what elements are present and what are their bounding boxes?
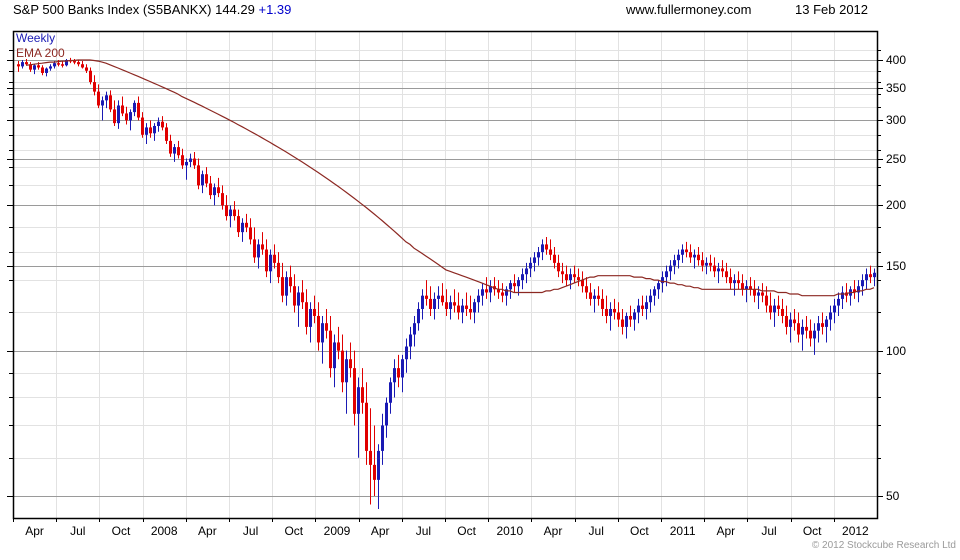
x-axis-tick-label: Oct <box>630 524 649 538</box>
legend-ema-200: EMA 200 <box>16 46 65 60</box>
x-axis-tick-label: Jul <box>242 524 259 538</box>
x-axis-tick-label: Oct <box>802 524 822 538</box>
x-axis-tick-label: 2012 <box>842 524 869 538</box>
y-axis-tick-label: 200 <box>886 198 907 213</box>
x-axis-tick-label: Jul <box>415 524 432 538</box>
plot-frame <box>12 30 879 520</box>
x-axis-tick-label: Oct <box>111 524 131 538</box>
x-axis-tick-label: 2010 <box>496 524 524 538</box>
x-axis-tick-label: Apr <box>370 524 390 538</box>
x-axis-tick-label: Oct <box>457 524 476 538</box>
x-axis-tick-label: Apr <box>716 524 736 538</box>
chart-change-value: +1.39 <box>258 2 292 17</box>
x-axis-tick-label: Jul <box>588 524 604 538</box>
y-axis-tick-label: 350 <box>886 80 907 95</box>
x-axis-tick-label: Apr <box>198 524 217 538</box>
y-axis-tick-label: 50 <box>886 489 900 503</box>
x-axis-tick-label: Oct <box>284 524 304 538</box>
copyright-notice: © 2012 Stockcube Research Ltd <box>811 540 956 551</box>
major-gridlines <box>13 60 877 497</box>
x-axis-tick-label: Jul <box>70 524 86 538</box>
chart-title: S&P 500 Banks Index (S5BANKX) 144.29 +1.… <box>13 2 291 22</box>
x-axis-tick-label: 2009 <box>323 524 351 538</box>
ema-200-line <box>25 59 875 297</box>
x-axis-tick-label: Apr <box>25 524 44 538</box>
y-axis-tick-label: 250 <box>886 151 907 166</box>
y-axis-tick-label: 150 <box>886 258 907 273</box>
vertical-gridlines <box>56 31 835 518</box>
candlestick-series <box>17 57 876 509</box>
legend-frequency: Weekly <box>16 31 56 45</box>
y-axis-tick-label: 400 <box>886 53 907 67</box>
x-axis-tick-label: Jul <box>761 524 777 538</box>
x-axis-tick-label: Apr <box>543 524 563 538</box>
x-axis-tick-label: 2011 <box>669 524 696 538</box>
chart-date: 13 Feb 2012 <box>795 2 869 17</box>
chart-title-text: S&P 500 Banks Index (S5BANKX) 144.29 <box>13 2 255 17</box>
y-axis-tick-label: 300 <box>886 113 907 128</box>
source-website: www.fullermoney.com <box>626 2 752 17</box>
x-axis-tick-label: 2008 <box>150 524 178 538</box>
y-axis-tick-label: 100 <box>886 343 907 358</box>
